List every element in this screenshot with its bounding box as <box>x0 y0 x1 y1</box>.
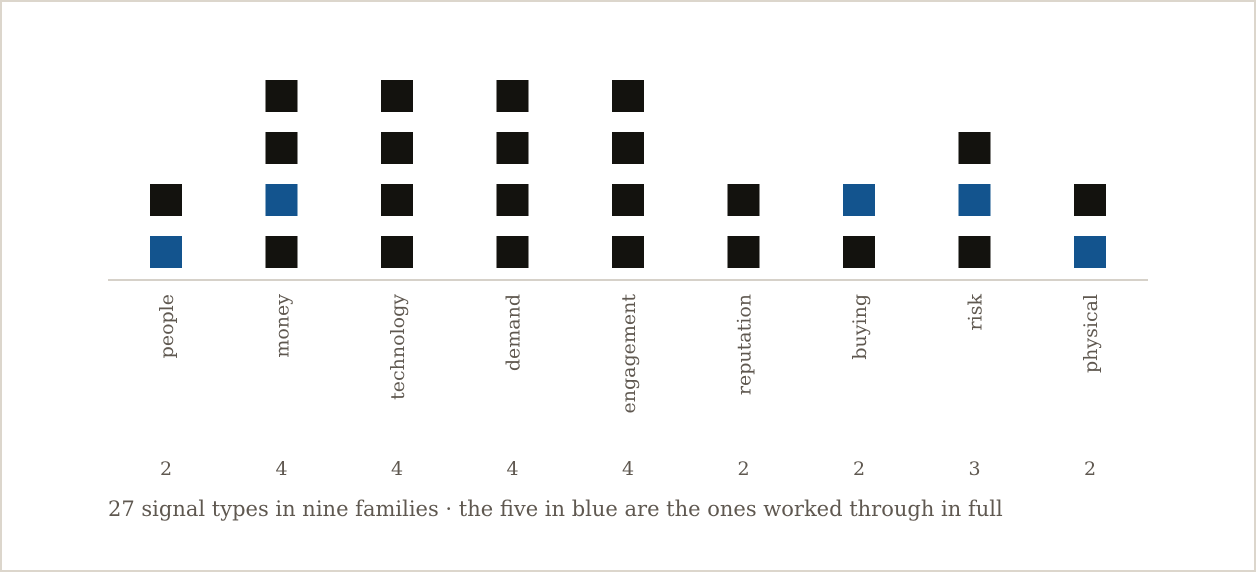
unit-square-risk-2 <box>958 184 991 216</box>
category-label-physical: physical <box>1080 294 1102 373</box>
category-label-engagement: engagement <box>618 294 640 414</box>
count-label-physical: 2 <box>1084 458 1096 480</box>
category-label-risk: risk <box>965 294 987 331</box>
count-label-demand: 4 <box>506 458 518 480</box>
category-label-demand: demand <box>503 294 525 371</box>
unit-square-money-1 <box>265 236 298 268</box>
chart-caption: 27 signal types in nine families · the f… <box>108 497 1003 521</box>
unit-square-physical-2 <box>1074 184 1106 216</box>
unit-square-risk-3 <box>958 132 991 164</box>
count-label-money: 4 <box>275 458 287 480</box>
count-labels-layer: 2 4 4 4 4 2 2 3 2 <box>160 458 1096 480</box>
unit-square-demand-3 <box>496 132 529 164</box>
unit-square-money-4 <box>265 80 298 112</box>
category-label-reputation: reputation <box>734 294 756 395</box>
unit-square-demand-4 <box>496 80 529 112</box>
squares-layer <box>150 80 1106 268</box>
category-label-money: money <box>272 294 294 358</box>
unit-square-engagement-2 <box>612 184 644 216</box>
unit-square-people-1 <box>150 236 182 268</box>
unit-square-reputation-1 <box>727 236 760 268</box>
count-label-people: 2 <box>160 458 172 480</box>
unit-square-reputation-2 <box>727 184 760 216</box>
unit-square-technology-1 <box>381 236 413 268</box>
category-labels-layer: people money technology demand engagement rep… <box>156 294 1102 414</box>
unit-square-technology-3 <box>381 132 413 164</box>
unit-square-engagement-1 <box>612 236 644 268</box>
unit-square-technology-4 <box>381 80 413 112</box>
unit-square-risk-1 <box>958 236 991 268</box>
category-label-buying: buying <box>849 294 871 360</box>
category-label-technology: technology <box>387 294 409 400</box>
unit-square-demand-1 <box>496 236 529 268</box>
unit-square-people-2 <box>150 184 182 216</box>
count-label-buying: 2 <box>853 458 865 480</box>
unit-square-engagement-4 <box>612 80 644 112</box>
unit-square-physical-1 <box>1074 236 1106 268</box>
unit-square-technology-2 <box>381 184 413 216</box>
unit-square-engagement-3 <box>612 132 644 164</box>
unit-square-demand-2 <box>496 184 529 216</box>
unit-square-buying-1 <box>843 236 875 268</box>
unit-square-money-2 <box>265 184 298 216</box>
count-label-engagement: 4 <box>622 458 634 480</box>
category-label-people: people <box>156 294 178 358</box>
count-label-technology: 4 <box>391 458 403 480</box>
unit-square-buying-2 <box>843 184 875 216</box>
unit-square-money-3 <box>265 132 298 164</box>
count-label-risk: 3 <box>968 458 980 480</box>
count-label-reputation: 2 <box>737 458 749 480</box>
